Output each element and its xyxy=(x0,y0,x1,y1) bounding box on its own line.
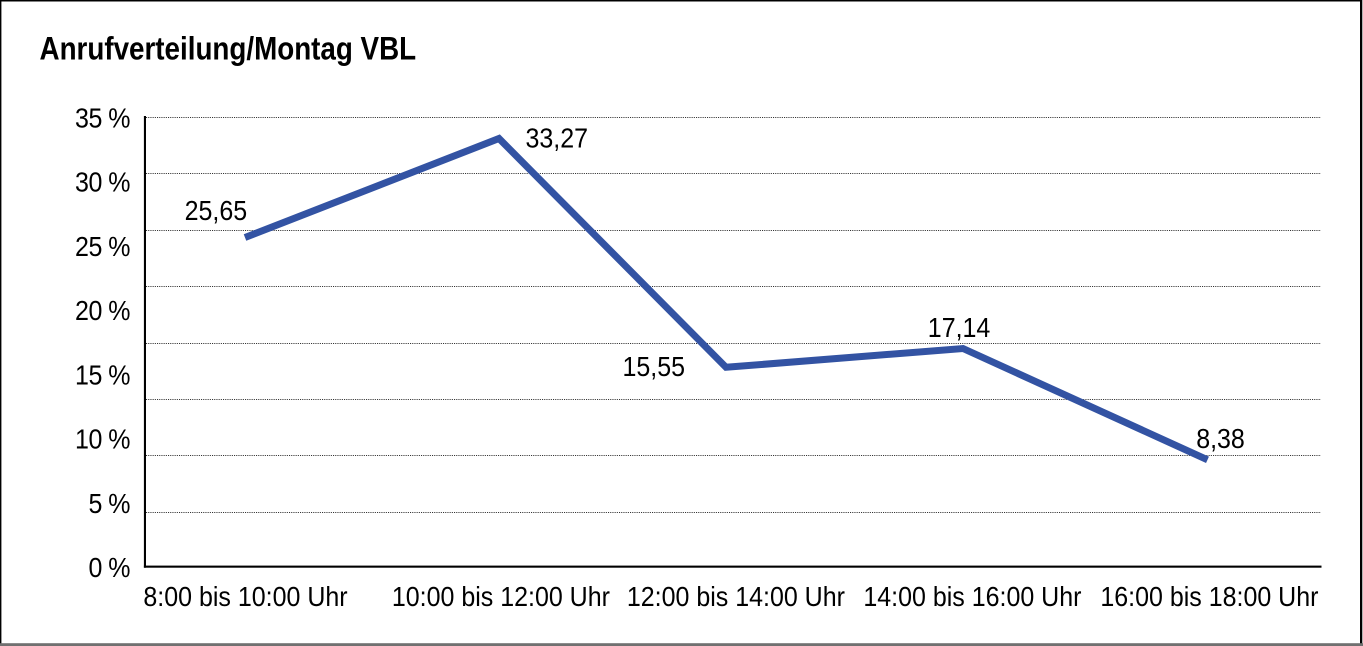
svg-text:14:00 bis 16:00 Uhr: 14:00 bis 16:00 Uhr xyxy=(863,581,1081,612)
svg-text:15 %: 15 % xyxy=(75,359,130,390)
svg-text:25,65: 25,65 xyxy=(185,195,248,226)
svg-text:20 %: 20 % xyxy=(75,295,130,326)
svg-text:0 %: 0 % xyxy=(88,552,130,583)
svg-text:10:00 bis 12:00 Uhr: 10:00 bis 12:00 Uhr xyxy=(392,581,610,612)
svg-text:Anrufverteilung/Montag VBL: Anrufverteilung/Montag VBL xyxy=(40,32,417,67)
svg-text:35 %: 35 % xyxy=(75,102,130,133)
svg-text:33,27: 33,27 xyxy=(526,122,589,153)
svg-text:8:00 bis 10:00 Uhr: 8:00 bis 10:00 Uhr xyxy=(143,581,347,612)
svg-text:30 %: 30 % xyxy=(75,167,130,198)
svg-text:15,55: 15,55 xyxy=(623,351,686,382)
svg-text:10 %: 10 % xyxy=(75,424,130,455)
svg-text:17,14: 17,14 xyxy=(928,312,991,343)
svg-text:12:00 bis 14:00 Uhr: 12:00 bis 14:00 Uhr xyxy=(627,581,845,612)
svg-text:16:00 bis 18:00 Uhr: 16:00 bis 18:00 Uhr xyxy=(1100,581,1318,612)
svg-text:5 %: 5 % xyxy=(88,488,130,519)
svg-text:25 %: 25 % xyxy=(75,231,130,262)
svg-text:8,38: 8,38 xyxy=(1196,423,1245,454)
